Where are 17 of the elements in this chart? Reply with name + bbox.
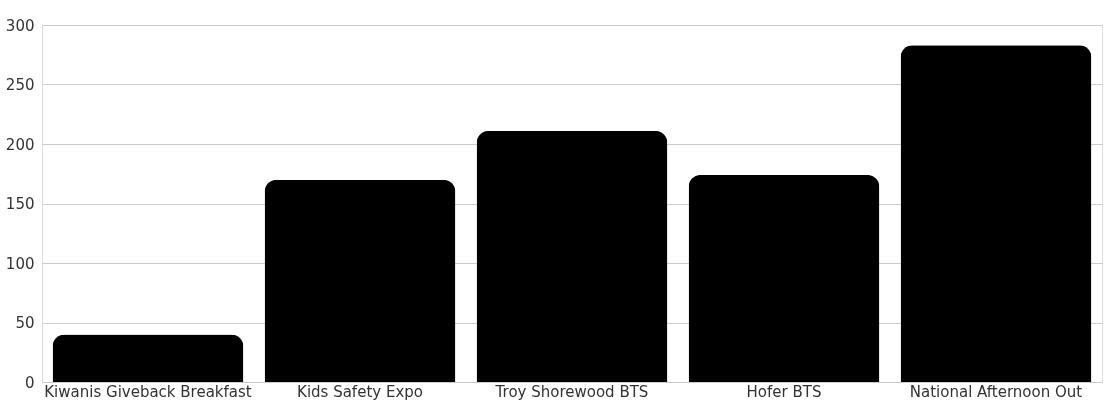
y-tick-label: 50 [15,314,35,332]
y-tick-label: 300 [5,16,35,35]
bar [52,334,244,382]
x-tick-label: Hofer BTS [746,382,822,401]
x-tick-label: National Afternoon Out [909,382,1083,401]
y-tick-label: 200 [5,135,35,154]
bar [900,45,1092,382]
y-tick-label: 0 [24,373,35,392]
x-tick-label: Kiwanis Giveback Breakfast [44,382,252,401]
bar [264,179,456,382]
bar [688,174,880,382]
y-tick-label: 150 [5,195,35,213]
y-tick-label: 100 [5,254,35,273]
x-tick-label: Troy Shorewood BTS [494,382,649,401]
bar [476,130,668,382]
y-tick-label: 250 [5,76,35,94]
x-tick-label: Kids Safety Expo [297,382,423,401]
